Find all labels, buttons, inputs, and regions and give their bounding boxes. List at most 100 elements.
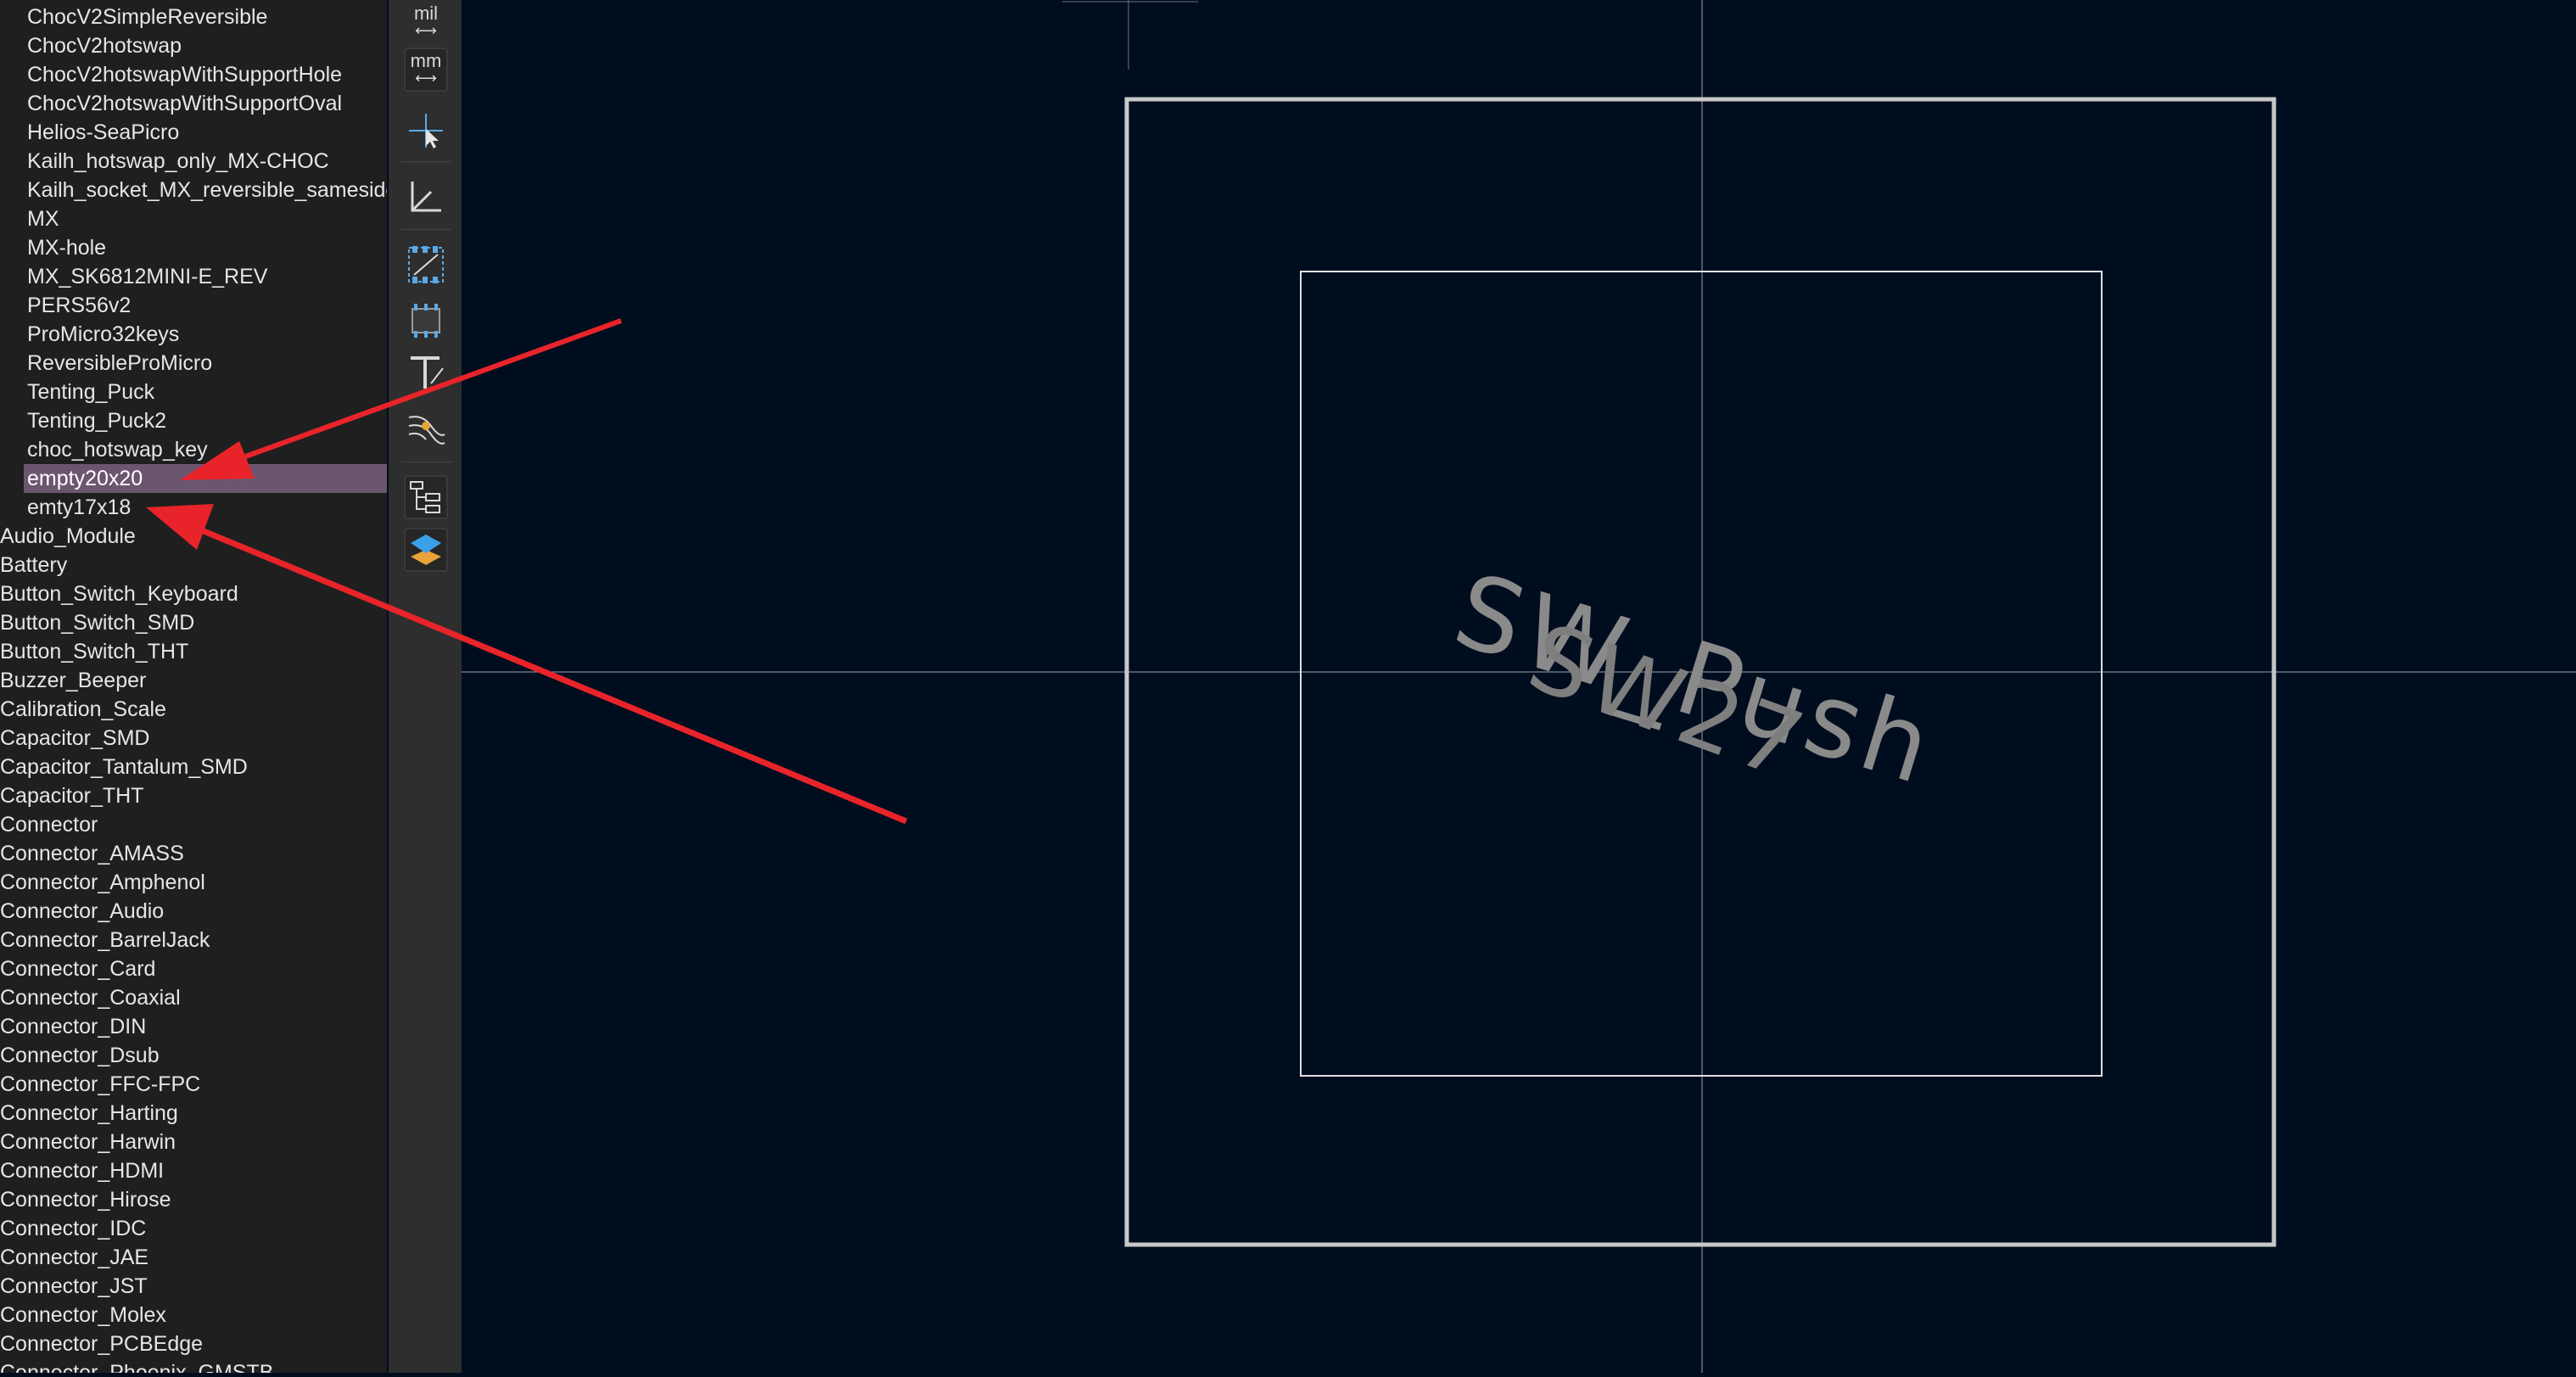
library-item[interactable]: Connector_BarrelJack (0, 926, 387, 954)
library-item[interactable]: Connector_Dsub (0, 1041, 387, 1070)
library-item[interactable]: ReversibleProMicro (0, 349, 387, 378)
library-item-label: Connector_AMASS (0, 842, 184, 865)
library-item[interactable]: Capacitor_SMD (0, 724, 387, 753)
library-item[interactable]: Connector_FFC-FPC (0, 1070, 387, 1099)
outer-courtyard-outline (1124, 97, 2276, 1247)
library-item-label: Connector_Audio (0, 899, 165, 923)
library-item[interactable]: Helios-SeaPicro (0, 118, 387, 147)
library-item-label: Connector_BarrelJack (0, 928, 210, 952)
library-item-label: Connector_Card (0, 957, 156, 981)
library-item[interactable]: Capacitor_Tantalum_SMD (0, 753, 387, 781)
library-item-label: Connector_Harting (0, 1101, 178, 1125)
library-item-label: choc_hotswap_key (27, 438, 208, 462)
footprint-library-tree[interactable]: ChocV2SimpleReversible ChocV2hotswap ChocV… (0, 0, 387, 1373)
library-item[interactable]: Connector_HDMI (0, 1156, 387, 1185)
inner-outline (1300, 271, 2103, 1077)
library-item[interactable]: Kailh_socket_MX_reversible_samesides (0, 176, 387, 204)
library-item[interactable]: Connector_JAE (0, 1243, 387, 1272)
library-item[interactable]: Button_Switch_THT (0, 637, 387, 666)
library-item[interactable]: Connector_DIN (0, 1012, 387, 1041)
footprint-canvas[interactable] (462, 0, 2576, 1373)
library-item-label: Connector_Coaxial (0, 986, 181, 1010)
double-arrow-icon: ⟷ (415, 22, 437, 39)
library-item-label: Capacitor_Tantalum_SMD (0, 755, 248, 779)
library-item-label: Connector_JST (0, 1274, 148, 1298)
library-item[interactable]: MX (0, 204, 387, 233)
library-item-label: Capacitor_THT (0, 784, 144, 808)
library-item-label: Connector_JAE (0, 1245, 149, 1269)
library-item[interactable]: Connector_PCBEdge (0, 1329, 387, 1358)
library-item[interactable]: Connector (0, 810, 387, 839)
units-mm-label: mm (410, 50, 442, 71)
library-item[interactable]: Connector_Harting (0, 1099, 387, 1128)
library-item[interactable]: Connector_Card (0, 954, 387, 983)
library-item[interactable]: Connector_Phoenix_GMSTB (0, 1358, 387, 1373)
library-item[interactable]: Tenting_Puck2 (0, 406, 387, 435)
library-item[interactable]: ChocV2hotswap (0, 31, 387, 60)
library-item[interactable]: Connector_Hirose (0, 1185, 387, 1214)
library-item[interactable]: Button_Switch_SMD (0, 608, 387, 637)
units-mil-label: mil (413, 3, 439, 24)
library-item[interactable]: Capacitor_THT (0, 781, 387, 810)
crosshair-cursor-icon (409, 114, 443, 148)
text-tool-button[interactable] (404, 350, 448, 394)
library-item[interactable]: Calibration_Scale (0, 695, 387, 724)
library-item[interactable]: ChocV2hotswapWithSupportOval (0, 89, 387, 118)
pad-array-button[interactable] (404, 243, 448, 287)
library-item[interactable]: Connector_Audio (0, 897, 387, 926)
ratsnest-button[interactable] (404, 404, 448, 448)
library-item[interactable]: PERS56v2 (0, 291, 387, 320)
units-mil-button[interactable]: mil ⟷ (404, 0, 448, 44)
left-toolbar: mil ⟷ mm ⟷ (389, 0, 462, 1373)
footprint-pads-button[interactable] (404, 299, 448, 343)
library-item[interactable]: ChocV2SimpleReversible (0, 3, 387, 31)
library-item-label: Connector_IDC (0, 1217, 147, 1240)
library-item-label: Tenting_Puck2 (27, 409, 167, 433)
library-item-label: ReversibleProMicro (27, 351, 213, 375)
cursor-crosshair-button[interactable] (404, 109, 448, 153)
tree-icon (410, 481, 440, 513)
library-item-label: ChocV2hotswapWithSupportOval (27, 92, 343, 115)
layers-button[interactable] (404, 528, 448, 572)
library-item[interactable]: MX_SK6812MINI-E_REV (0, 262, 387, 291)
library-item[interactable]: Connector_Amphenol (0, 868, 387, 897)
canvas-drawing (462, 0, 2576, 1373)
library-item[interactable]: Battery (0, 551, 387, 579)
library-item-label: Connector_PCBEdge (0, 1332, 204, 1356)
library-item[interactable]: Kailh_hotswap_only_MX-CHOC (0, 147, 387, 176)
component-icon (412, 304, 440, 338)
library-item[interactable]: Connector_Molex (0, 1301, 387, 1329)
library-item[interactable]: Connector_IDC (0, 1214, 387, 1243)
local-origin-button[interactable] (404, 175, 448, 219)
library-item-label: PERS56v2 (27, 294, 132, 317)
library-item[interactable]: ChocV2hotswapWithSupportHole (0, 60, 387, 89)
library-item[interactable]: ProMicro32keys (0, 320, 387, 349)
library-item-label: Connector_FFC-FPC (0, 1072, 201, 1096)
library-item[interactable]: Connector_Coaxial (0, 983, 387, 1012)
library-item-label: Audio_Module (0, 524, 136, 548)
ratsnest-icon (408, 416, 445, 445)
library-item-label: Connector_HDMI (0, 1159, 165, 1183)
library-item[interactable]: Audio_Module (0, 522, 387, 551)
library-item[interactable]: Connector_AMASS (0, 839, 387, 868)
library-item-label: Connector_Harwin (0, 1130, 176, 1154)
library-item[interactable]: Button_Switch_Keyboard (0, 579, 387, 608)
library-item[interactable]: choc_hotswap_key (0, 435, 387, 464)
library-item[interactable]: Connector_JST (0, 1272, 387, 1301)
library-item[interactable]: MX-hole (0, 233, 387, 262)
library-item-label: Connector (0, 813, 98, 837)
library-item[interactable]: Connector_Harwin (0, 1128, 387, 1156)
library-item-label: empty20x20 (27, 467, 143, 490)
library-item-label: Buzzer_Beeper (0, 669, 147, 692)
library-item[interactable]: Tenting_Puck (0, 378, 387, 406)
library-item-label: Button_Switch_Keyboard (0, 582, 238, 606)
library-item-label: Tenting_Puck (27, 380, 155, 404)
library-item-label: MX-hole (27, 236, 107, 260)
hierarchy-button[interactable] (404, 475, 448, 519)
units-mm-button[interactable]: mm ⟷ (404, 48, 448, 92)
library-item-selected[interactable]: empty20x20 (24, 464, 387, 493)
library-item[interactable]: emty17x18 (0, 493, 387, 522)
library-item-label: Helios-SeaPicro (27, 120, 180, 144)
library-item[interactable]: Buzzer_Beeper (0, 666, 387, 695)
pads-icon (408, 246, 444, 283)
